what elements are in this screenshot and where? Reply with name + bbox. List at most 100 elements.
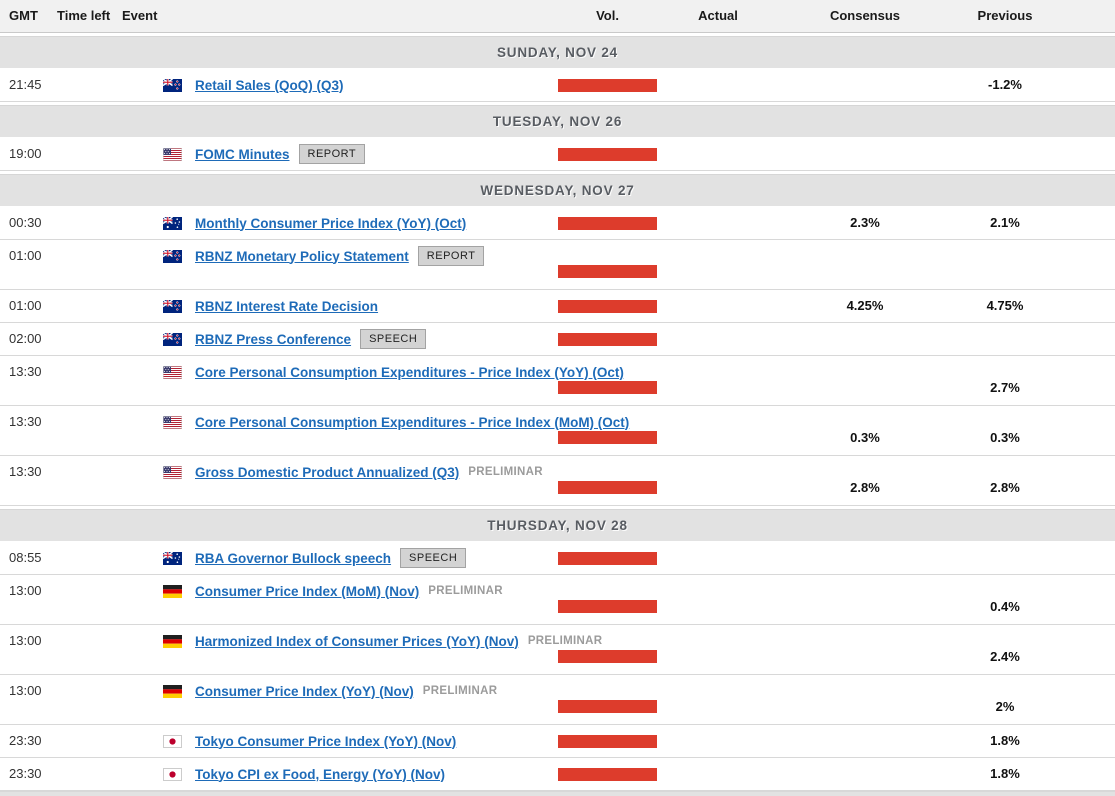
flag-germany-icon (163, 584, 182, 598)
consensus-value (790, 693, 940, 721)
previous-value (930, 258, 1080, 286)
event-row: 19:00 FOMC Minutes REPORT (0, 138, 1115, 171)
volatility-bar (558, 333, 657, 346)
previous-value: 2.7% (990, 380, 1020, 395)
event-time-left (57, 69, 117, 101)
event-link[interactable]: Core Personal Consumption Expenditures -… (195, 414, 630, 430)
consensus-value (790, 593, 940, 621)
flag-australia-icon (163, 551, 182, 565)
consensus-value (790, 542, 940, 574)
actual-value (648, 643, 788, 671)
event-cell: RBNZ Monetary Policy Statement REPORT (163, 240, 485, 272)
previous-value: 2% (995, 699, 1015, 714)
event-link[interactable]: RBNZ Monetary Policy Statement (195, 248, 409, 264)
day-separator: THURSDAY, NOV 28 (0, 509, 1115, 541)
event-link[interactable]: Tokyo CPI ex Food, Energy (YoY) (Nov) (195, 766, 446, 782)
volatility-bar (558, 79, 657, 92)
event-cell: Consumer Price Index (MoM) (Nov) PRELIMI… (163, 575, 503, 607)
volatility-bar (558, 381, 657, 394)
previous-value: 2.1% (990, 215, 1020, 230)
event-row: 13:30 Core Personal Consumption Expendit… (0, 356, 1115, 406)
day-separator-label: THURSDAY, NOV 28 (487, 518, 628, 533)
preliminary-label: PRELIMINAR (527, 635, 603, 647)
event-link[interactable]: RBNZ Interest Rate Decision (195, 298, 379, 314)
event-cell: RBNZ Press Conference SPEECH (163, 323, 427, 355)
event-link[interactable]: Tokyo Consumer Price Index (YoY) (Nov) (195, 733, 457, 749)
flag-united-states-icon (163, 465, 182, 479)
preliminary-label: PRELIMINAR (422, 685, 498, 697)
event-time: 13:00 (9, 583, 42, 598)
event-row: 13:00 Consumer Price Index (YoY) (Nov) P… (0, 675, 1115, 725)
actual-value (648, 323, 788, 355)
event-cell: Consumer Price Index (YoY) (Nov) PRELIMI… (163, 675, 497, 707)
event-link[interactable]: Core Personal Consumption Expenditures -… (195, 364, 624, 380)
event-time-left (57, 725, 117, 757)
event-time: 08:55 (9, 550, 42, 565)
previous-value (930, 138, 1080, 170)
event-row: 01:00 RBNZ Monetary Policy Statement REP… (0, 240, 1115, 290)
actual-value (648, 69, 788, 101)
event-time: 13:00 (9, 633, 42, 648)
event-link[interactable]: RBNZ Press Conference (195, 331, 352, 347)
flag-new-zealand-icon (163, 299, 182, 313)
event-row: 13:30 Core Personal Consumption Expendit… (0, 406, 1115, 456)
event-time-left (57, 542, 117, 574)
event-link[interactable]: Monthly Consumer Price Index (YoY) (Oct) (195, 215, 467, 231)
event-time: 13:30 (9, 414, 42, 429)
event-link[interactable]: FOMC Minutes (195, 146, 290, 162)
volatility-bar (558, 650, 657, 663)
day-separator: SUNDAY, NOV 24 (0, 36, 1115, 68)
event-link[interactable]: RBA Governor Bullock speech (195, 550, 392, 566)
volatility-bar (558, 265, 657, 278)
event-row: 13:00 Harmonized Index of Consumer Price… (0, 625, 1115, 675)
previous-value: 2.8% (990, 480, 1020, 495)
event-type-badge: REPORT (298, 144, 366, 164)
event-cell: Core Personal Consumption Expenditures -… (163, 356, 624, 388)
previous-value (930, 542, 1080, 574)
event-time-left (57, 625, 117, 657)
column-header-actual: Actual (698, 8, 738, 23)
flag-germany-icon (163, 684, 182, 698)
day-separator-label: WEDNESDAY, NOV 27 (480, 183, 635, 198)
event-time: 21:45 (9, 77, 42, 92)
event-row: 13:00 Consumer Price Index (MoM) (Nov) P… (0, 575, 1115, 625)
event-time: 13:00 (9, 683, 42, 698)
volatility-bar (558, 481, 657, 494)
previous-value: 0.4% (990, 599, 1020, 614)
flag-japan-icon (163, 767, 182, 781)
volatility-bar (558, 148, 657, 161)
event-cell: RBA Governor Bullock speech SPEECH (163, 542, 467, 574)
actual-value (648, 290, 788, 322)
consensus-value (790, 374, 940, 402)
event-time: 23:30 (9, 766, 42, 781)
column-header-previous: Previous (977, 8, 1033, 23)
event-time-left (57, 240, 117, 272)
event-time: 19:00 (9, 146, 42, 161)
actual-value (648, 593, 788, 621)
flag-new-zealand-icon (163, 249, 182, 263)
event-time: 01:00 (9, 298, 42, 313)
event-time-left (57, 675, 117, 707)
event-link[interactable]: Consumer Price Index (YoY) (Nov) (195, 683, 414, 699)
volatility-bar (558, 552, 657, 565)
event-link[interactable]: Harmonized Index of Consumer Prices (YoY… (195, 633, 519, 649)
event-time-left (57, 290, 117, 322)
event-time-left (57, 575, 117, 607)
actual-value (648, 207, 788, 239)
previous-value: 4.75% (986, 298, 1024, 313)
event-time: 13:30 (9, 364, 42, 379)
event-time-left (57, 758, 117, 790)
consensus-value (790, 323, 940, 355)
event-row: 23:30 Tokyo CPI ex Food, Energy (YoY) (N… (0, 758, 1115, 791)
calendar-body: SUNDAY, NOV 24 21:45 Retail Sales (QoQ) … (0, 36, 1115, 791)
event-link[interactable]: Consumer Price Index (MoM) (Nov) (195, 583, 420, 599)
event-row: 01:00 RBNZ Interest Rate Decision 4.25% … (0, 290, 1115, 323)
event-link[interactable]: Retail Sales (QoQ) (Q3) (195, 77, 344, 93)
consensus-value: 2.8% (850, 480, 880, 495)
event-cell: Tokyo CPI ex Food, Energy (YoY) (Nov) (163, 758, 445, 790)
event-link[interactable]: Gross Domestic Product Annualized (Q3) (195, 464, 460, 480)
event-time-left (57, 406, 117, 438)
event-time: 02:00 (9, 331, 42, 346)
day-separator-label: SUNDAY, NOV 24 (497, 45, 618, 60)
actual-value (648, 138, 788, 170)
